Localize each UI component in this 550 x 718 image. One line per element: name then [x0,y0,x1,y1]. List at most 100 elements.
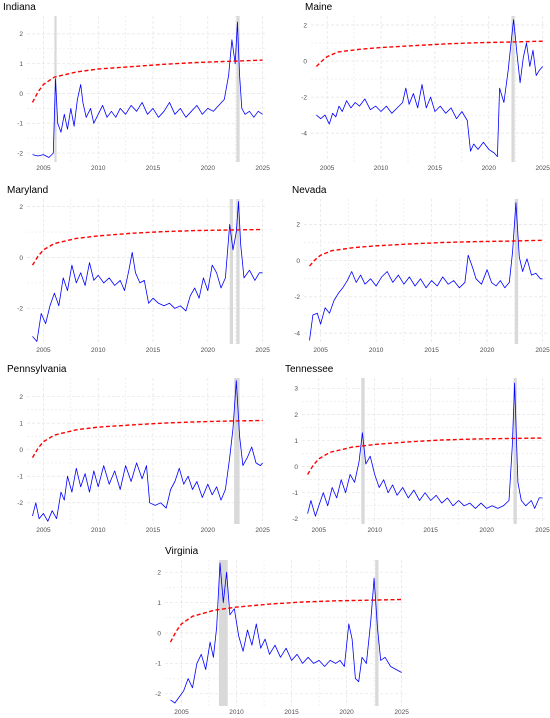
y-tick-label: 0 [294,464,298,471]
y-tick-label: 1 [294,438,298,445]
y-tick-label: 0 [303,58,307,65]
shaded-region [511,16,515,162]
threshold-line [315,40,543,67]
chart-title: Indiana [3,2,36,13]
y-tick-label: -2 [294,294,300,301]
x-tick-label: 2010 [91,347,106,354]
chart-plot: 2005 2010 2015 2020 2025 -4 -2 0 2 [301,16,550,172]
y-tick-label: 3 [294,386,298,393]
chart-title: Pennsylvania [7,364,67,375]
x-tick-label: 2010 [229,709,244,716]
threshold-line [31,59,263,103]
y-tick-label: 2 [294,412,298,419]
y-tick-label: -2 [17,150,23,157]
chart-plot: 2005 2010 2015 2020 2025 -2 -1 0 1 2 3 [292,378,550,534]
y-tick-label: -2 [292,516,298,523]
y-tick-label: -2 [17,500,23,507]
shaded-region [218,560,228,706]
y-tick-label: 2 [19,204,23,211]
y-tick-label: 0 [19,255,23,262]
x-tick-label: 2025 [255,165,270,172]
shaded-region [375,560,379,706]
x-tick-label: 2025 [255,527,270,534]
x-tick-label: 2020 [479,527,494,534]
chart-plot: 2005 2010 2015 2020 2025 -2 0 2 [17,199,270,354]
panel-maine: Maine 2005 2010 2015 2020 2025 -4 -2 0 2 [275,0,550,180]
panel-pennsylvania: Pennsylvania 2005 2010 2015 2020 2025 -2 -1 0 1 2 [0,360,275,540]
x-tick-label: 2020 [201,527,216,534]
x-tick-label: 2015 [423,527,438,534]
shaded-region [236,16,240,162]
x-tick-label: 2025 [255,347,270,354]
y-tick-label: -2 [17,306,23,313]
chart-title: Maryland [7,185,49,196]
series-line [32,21,263,158]
chart-plot: 2005 2010 2015 2020 2025 -4 -2 0 2 [294,199,550,354]
x-tick-label: 2025 [535,347,550,354]
x-tick-label: 2015 [424,347,439,354]
x-tick-label: 2020 [201,347,216,354]
x-tick-label: 2005 [36,527,51,534]
series-line [32,380,263,522]
x-tick-label: 2010 [91,527,106,534]
shaded-region [229,199,234,344]
threshold-line [31,419,263,458]
shaded-region [514,199,519,344]
y-tick-label: -1 [155,661,161,668]
chart-title: Nevada [292,185,327,196]
x-tick-label: 2005 [313,347,328,354]
y-tick-label: 2 [157,569,161,576]
threshold-line [31,228,263,266]
y-tick-label: -1 [17,474,23,481]
x-tick-label: 2015 [146,165,161,172]
series-line [307,382,543,517]
panel-maryland: Maryland 2005 2010 2015 2020 2025 -2 0 2 [0,180,275,360]
y-tick-label: 0 [296,258,300,265]
y-tick-label: -2 [301,94,307,101]
chart-title: Maine [305,2,333,13]
y-tick-label: 2 [19,31,23,38]
threshold-line [169,598,402,643]
shaded-region [513,378,517,524]
y-tick-label: -1 [292,490,298,497]
x-tick-label: 2005 [320,165,335,172]
shaded-region [234,378,240,524]
y-tick-label: 0 [157,630,161,637]
y-tick-label: 1 [157,600,161,607]
y-tick-label: 2 [303,22,307,29]
panel-tennessee: Tennessee 2005 2010 2015 2020 2025 -2 -1 0 1 2 3 [275,360,550,540]
x-tick-label: 2005 [312,527,327,534]
x-tick-label: 2020 [482,165,497,172]
x-tick-label: 2020 [201,165,216,172]
y-tick-label: 2 [296,222,300,229]
series-line [316,19,543,158]
y-tick-label: -2 [155,691,161,698]
panel-indiana: Indiana 2005 2010 2015 2020 2025 -2 -1 0 1 2 [0,0,275,180]
shaded-region [361,378,365,524]
threshold-line [308,239,543,267]
y-tick-label: -4 [294,330,300,337]
chart-title: Virginia [165,546,199,557]
chart-plot: 2005 2010 2015 2020 2025 -2 -1 0 1 2 [17,16,270,172]
chart-title: Tennessee [285,364,334,375]
x-tick-label: 2005 [36,347,51,354]
x-tick-label: 2025 [394,709,409,716]
x-tick-label: 2015 [146,527,161,534]
y-tick-label: 0 [19,447,23,454]
chart-plot: 2005 2010 2015 2020 2025 -2 -1 0 1 2 [17,378,270,534]
x-tick-label: 2025 [535,527,550,534]
x-tick-label: 2025 [535,165,550,172]
x-tick-label: 2015 [284,709,299,716]
x-tick-label: 2010 [367,527,382,534]
series-line [309,202,543,341]
x-tick-label: 2015 [428,165,443,172]
series-line [32,201,263,342]
x-tick-label: 2010 [91,165,106,172]
x-tick-label: 2005 [174,709,189,716]
x-tick-label: 2020 [339,709,354,716]
shaded-region [236,199,240,344]
y-tick-label: 1 [19,61,23,68]
y-tick-label: 0 [19,91,23,98]
y-tick-label: 2 [19,394,23,401]
series-line [170,562,402,704]
